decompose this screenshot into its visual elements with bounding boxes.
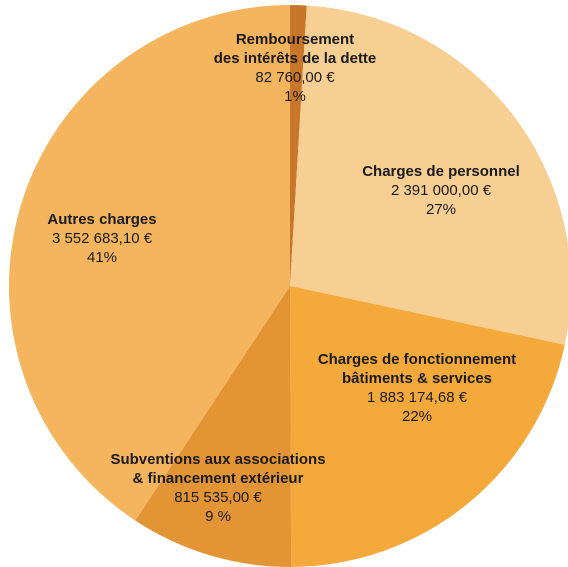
percent-label: 41% (87, 249, 117, 266)
slice-name: Remboursement (236, 31, 354, 48)
percent-label: 9 % (205, 508, 231, 525)
pie-slice (135, 286, 292, 567)
value-label: 82 760,00 € (255, 69, 335, 86)
slice-name: & financement extérieur (133, 470, 304, 487)
slice-name: des intérêts de la dette (214, 50, 377, 67)
value-label: 2 391 000,00 € (391, 182, 492, 199)
pie-slice (8, 5, 290, 521)
value-label: 1 883 174,68 € (367, 389, 468, 406)
value-label: 3 552 683,10 € (52, 230, 153, 247)
slice-name: Charges de fonctionnement (318, 351, 516, 368)
slice-name: Charges de personnel (362, 163, 520, 180)
percent-label: 27% (426, 201, 456, 218)
pie-slice (290, 286, 565, 567)
slice-name: Subventions aux associations (110, 451, 325, 468)
percent-label: 22% (402, 408, 432, 425)
pie-slice (290, 5, 568, 345)
slice-name: Autres charges (47, 211, 156, 228)
value-label: 815 535,00 € (174, 489, 262, 506)
pie-slice (290, 5, 307, 286)
slice-name: bâtiments & services (342, 370, 492, 387)
percent-label: 1% (284, 88, 306, 105)
